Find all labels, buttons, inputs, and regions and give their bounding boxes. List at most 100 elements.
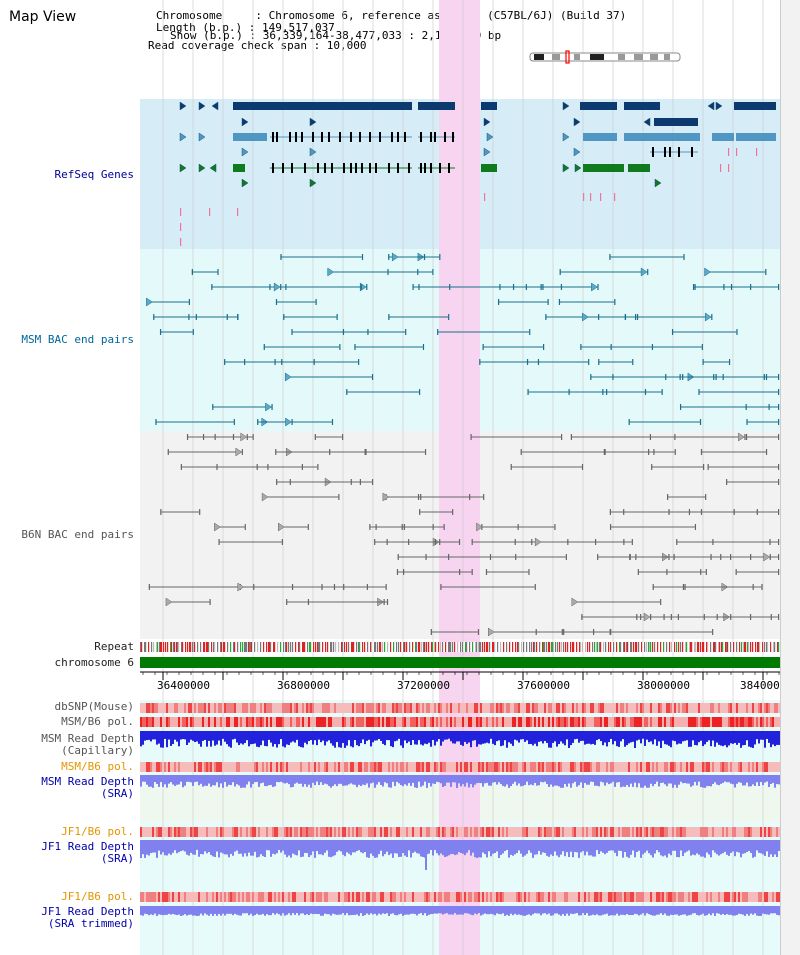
track-label-jf1-pol-2[interactable]: JF1/B6 pol. [61, 890, 134, 903]
polymorphism-cell [642, 703, 644, 713]
polymorphism-cell [352, 762, 354, 772]
read-depth-bar [252, 731, 254, 744]
msm-bac-track[interactable] [146, 252, 780, 427]
polymorphism-cell [772, 703, 774, 713]
read-depth-bar [294, 731, 296, 743]
repeat-element [242, 642, 244, 652]
read-depth-bar [694, 775, 696, 782]
vertical-scrollbar[interactable] [780, 0, 800, 955]
read-depth-bar [220, 731, 222, 746]
read-depth-bar [160, 906, 162, 915]
track-label-msm-depth-capillary[interactable]: MSM Read Depth [41, 732, 134, 745]
polymorphism-cell [562, 827, 564, 837]
repeat-element [641, 642, 643, 652]
track-label-jf1-depth-sra[interactable]: JF1 Read Depth [41, 840, 134, 853]
repeat-track[interactable] [140, 642, 780, 652]
chromosome-ideogram[interactable] [529, 50, 681, 64]
polymorphism-cell [256, 762, 258, 772]
track-label-chromosome[interactable]: chromosome 6 [54, 656, 134, 669]
polymorphism-cell [592, 827, 594, 837]
polymorphism-cell [556, 717, 558, 727]
polymorphism-cell [556, 703, 558, 713]
read-depth-bar [160, 731, 162, 748]
bac-end [246, 434, 248, 440]
read-depth-bar [226, 906, 228, 914]
polymorphism-cell [692, 827, 694, 837]
repeat-element [764, 642, 766, 652]
read-depth-bar [598, 731, 600, 740]
gene-arrow [209, 163, 217, 173]
polymorphism-cell [636, 717, 638, 727]
chromosome-bar[interactable] [140, 657, 780, 668]
track-label-refseq[interactable]: RefSeq Genes [54, 168, 134, 181]
polymorphism-and-depth-tracks[interactable] [140, 703, 780, 916]
read-depth-bar [520, 906, 522, 916]
read-depth-bar [168, 840, 170, 854]
track-label-jf1-pol-1[interactable]: JF1/B6 pol. [61, 825, 134, 838]
b6n-bac-track[interactable] [148, 432, 780, 637]
read-depth-bar [194, 775, 196, 783]
polymorphism-cell [608, 717, 610, 727]
read-depth-bar [154, 775, 156, 783]
polymorphism-cell [704, 762, 706, 772]
polymorphism-cell [576, 892, 578, 902]
polymorphism-cell [174, 892, 176, 902]
read-depth-bar [482, 731, 484, 744]
read-depth-bar [640, 840, 642, 858]
read-depth-bar [706, 840, 708, 853]
read-depth-bar [400, 840, 402, 857]
polymorphism-cell [366, 703, 368, 713]
read-depth-bar [574, 731, 576, 740]
polymorphism-cell [292, 703, 294, 713]
gene-block [481, 102, 497, 110]
refseq-genes-track[interactable] [179, 101, 776, 246]
read-depth-bar [402, 906, 404, 916]
polymorphism-cell [428, 762, 430, 772]
bac-end [499, 284, 501, 290]
read-depth-bar [160, 840, 162, 855]
track-label-b6n-bac[interactable]: B6N BAC end pairs [21, 528, 134, 541]
read-depth-bar [704, 906, 706, 916]
polymorphism-cell [624, 892, 626, 902]
polymorphism-cell [372, 762, 374, 772]
exon-mark [317, 163, 319, 173]
polymorphism-cell [366, 762, 368, 772]
polymorphism-cell [586, 703, 588, 713]
read-depth-bar [510, 775, 512, 787]
read-depth-bar [478, 775, 480, 783]
read-depth-bar [478, 731, 480, 745]
polymorphism-cell [508, 717, 510, 727]
polymorphism-cell [174, 827, 176, 837]
polymorphism-cell [344, 892, 346, 902]
track-label-msm-bac[interactable]: MSM BAC end pairs [21, 333, 134, 346]
polymorphism-cell [702, 827, 704, 837]
polymorphism-cell [352, 827, 354, 837]
polymorphism-cell [316, 762, 318, 772]
repeat-element [213, 642, 215, 652]
repeat-element [549, 642, 551, 652]
bac-end-arrow [763, 552, 771, 562]
track-label-msm-pol-1[interactable]: MSM/B6 pol. [61, 715, 134, 728]
track-label-dbsnp[interactable]: dbSNP(Mouse) [54, 700, 134, 713]
polymorphism-cell [750, 762, 752, 772]
repeat-element [379, 642, 381, 652]
read-depth-bar [454, 906, 456, 914]
polymorphism-cell [186, 703, 188, 713]
track-label-msm-pol-2[interactable]: MSM/B6 pol. [61, 760, 134, 773]
polymorphism-cell [702, 762, 704, 772]
read-depth-bar [270, 731, 272, 743]
read-depth-bar [546, 840, 548, 856]
read-depth-bar [264, 731, 266, 746]
polymorphism-cell [188, 703, 190, 713]
read-depth-bar [562, 731, 564, 744]
track-label-jf1-depth-trimmed[interactable]: JF1 Read Depth [41, 905, 134, 918]
track-label-repeat[interactable]: Repeat [94, 640, 134, 653]
read-depth-bar [162, 731, 164, 748]
polymorphism-cell [602, 892, 604, 902]
read-depth-bar [514, 775, 516, 782]
read-depth-bar [406, 731, 408, 744]
track-label-msm-depth-sra[interactable]: MSM Read Depth [41, 775, 134, 788]
polymorphism-cell [654, 762, 656, 772]
repeat-element [748, 642, 750, 652]
